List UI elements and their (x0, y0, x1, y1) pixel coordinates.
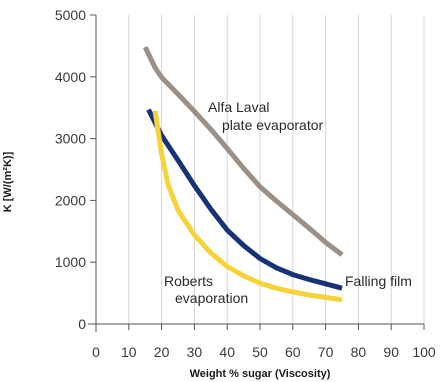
grid (128, 15, 425, 324)
x-tick-label: 100 (412, 344, 436, 360)
x-tick-label: 30 (187, 344, 203, 360)
axes: 0 1000 2000 3000 4000 5000 0 10 20 30 40 50 60 70 80 90… (55, 7, 436, 360)
series-label-roberts-evaporation: evaporation (175, 290, 248, 306)
x-tick-label: 40 (219, 344, 235, 360)
x-tick-label: 70 (318, 344, 334, 360)
x-tick-label: 50 (252, 344, 268, 360)
series-lines (142, 46, 344, 303)
series-line-falling-film (146, 108, 343, 291)
x-axis-label: Weight % sugar (Viscosity) (190, 368, 331, 380)
series-label-roberts-evaporation: Roberts (164, 273, 213, 289)
y-tick-label: 2000 (55, 192, 86, 208)
series-line-alfa-laval-plate-evaporator (142, 46, 344, 257)
y-axis-label: K [W/(m²K)] (2, 151, 14, 212)
x-tick-label: 90 (383, 344, 399, 360)
series-line-roberts-evaporation (152, 110, 343, 303)
x-tick-label: 60 (285, 344, 301, 360)
series-label-falling-film: Falling film (345, 273, 412, 289)
y-tick-label: 5000 (55, 7, 86, 23)
x-tick-label: 10 (121, 344, 137, 360)
series-labels: Alfa Laval plate evaporator Falling film Ro… (164, 99, 412, 306)
y-tick-label: 4000 (55, 69, 86, 85)
series-label-alfa-laval-plate-evaporator: plate evaporator (222, 117, 324, 133)
series-label-alfa-laval-plate-evaporator: Alfa Laval (208, 99, 269, 115)
x-tick-label: 80 (351, 344, 367, 360)
x-tick-label: 20 (154, 344, 170, 360)
y-tick-label: 1000 (55, 254, 86, 270)
y-tick-label: 3000 (55, 131, 86, 147)
y-tick-label: 0 (78, 316, 86, 332)
x-tick-label: 0 (92, 344, 100, 360)
